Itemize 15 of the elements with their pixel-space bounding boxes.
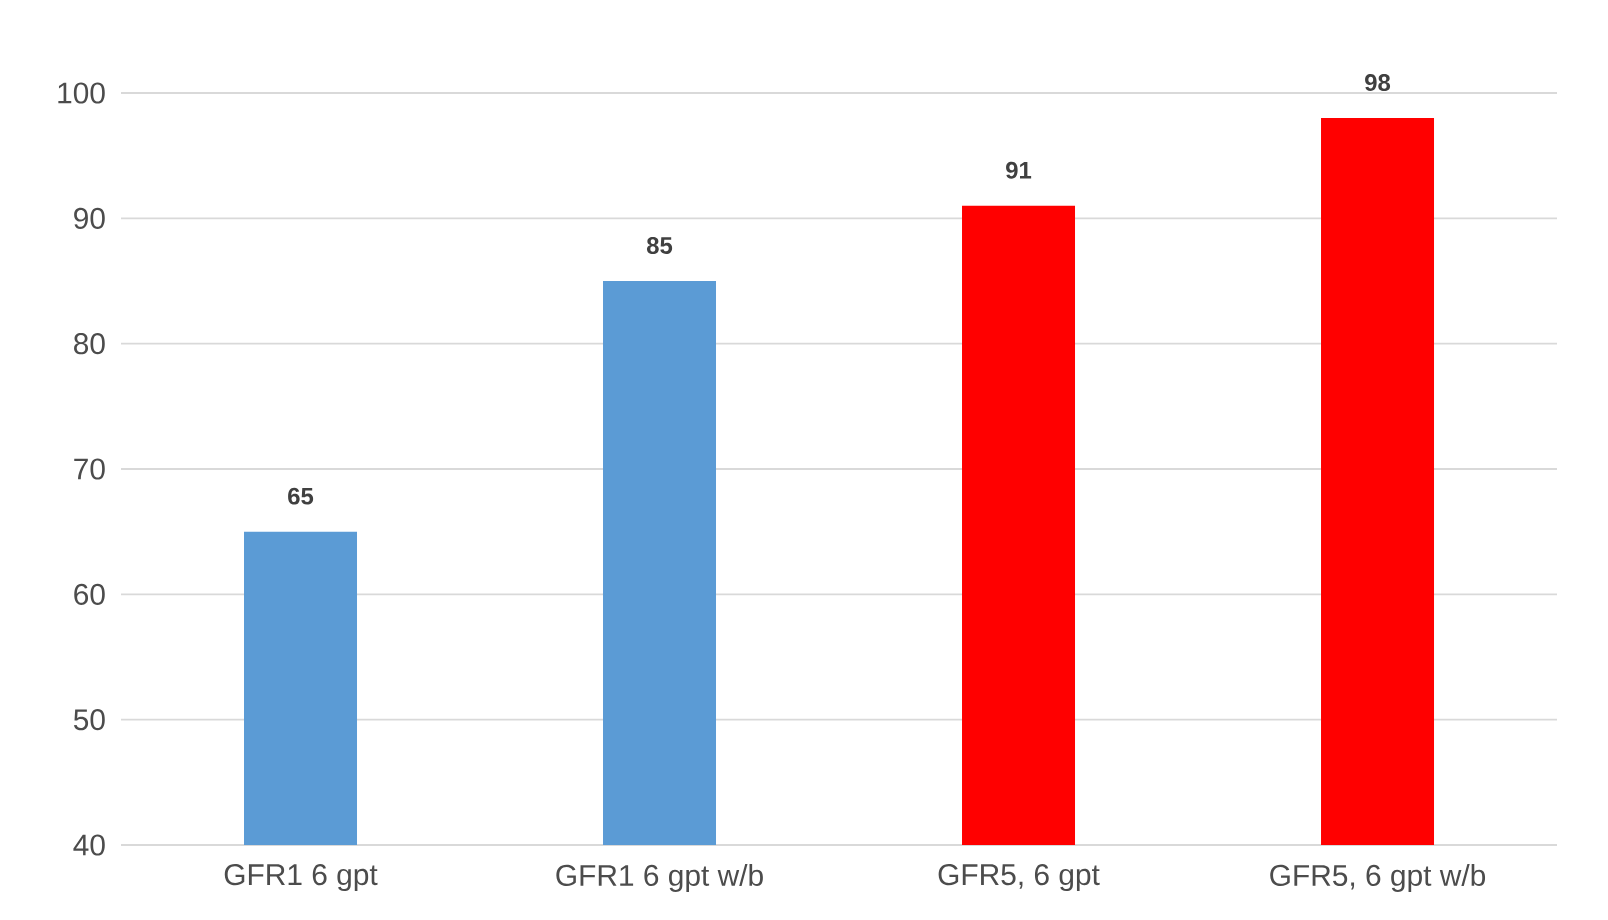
y-tick-label: 90 xyxy=(74,207,105,229)
y-tick-label: 80 xyxy=(74,333,105,355)
x-tick-label: GFR1 6 gpt xyxy=(224,864,378,892)
data-label: 65 xyxy=(288,487,314,505)
data-label: 98 xyxy=(1365,74,1391,92)
data-label: 91 xyxy=(1006,161,1032,179)
x-tick-label: GFR1 6 gpt w/b xyxy=(556,864,763,892)
x-tick-label: GFR5, 6 gpt w/b xyxy=(1270,864,1486,892)
y-tick-label: 50 xyxy=(73,709,105,731)
y-tick-label: 100 xyxy=(58,82,105,104)
y-tick-label: 40 xyxy=(73,834,105,856)
y-tick-label: 70 xyxy=(74,458,105,480)
x-tick-label: GFR5, 6 gpt xyxy=(938,864,1100,892)
y-tick-label: 60 xyxy=(74,583,105,605)
data-label: 85 xyxy=(646,237,673,254)
